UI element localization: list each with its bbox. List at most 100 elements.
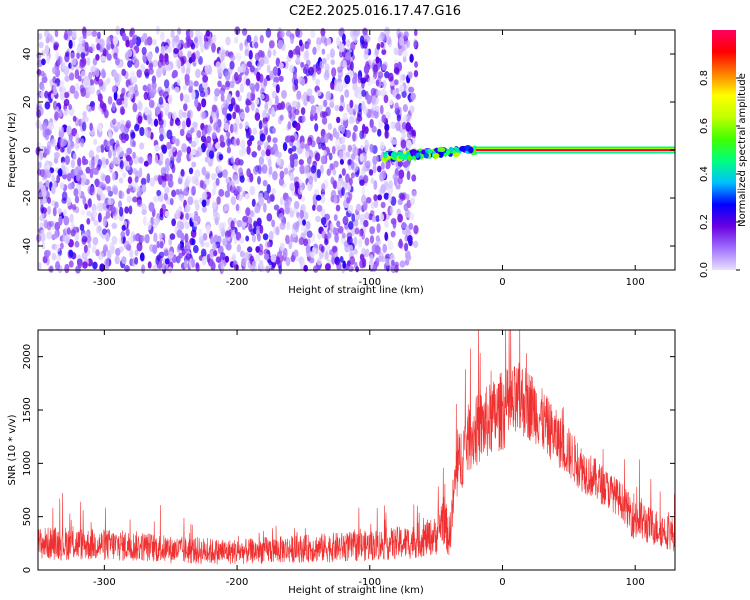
spectrogram-cell bbox=[111, 222, 118, 230]
spectrogram-frame bbox=[37, 29, 676, 271]
spectrogram-cell bbox=[214, 87, 221, 97]
spectrogram-cell bbox=[329, 48, 335, 59]
spectrogram-cell bbox=[403, 203, 409, 212]
spectrogram-cell bbox=[167, 251, 174, 259]
spectrogram-cell bbox=[79, 138, 85, 148]
spectrogram-cell bbox=[132, 196, 138, 203]
spectrogram-cell bbox=[351, 34, 358, 41]
spectrogram-cell bbox=[125, 120, 132, 129]
spectrogram-cell bbox=[294, 45, 301, 55]
spectrogram-cell bbox=[64, 263, 70, 274]
spectrogram-cell bbox=[90, 185, 95, 194]
spectrogram-cell bbox=[76, 51, 80, 60]
spectrogram-cell bbox=[366, 35, 371, 42]
spectrogram-cell bbox=[397, 48, 403, 56]
spectrogram-cell bbox=[128, 205, 133, 215]
spectrogram-cell bbox=[134, 84, 138, 93]
spectrogram-cell bbox=[62, 209, 67, 217]
spectrogram-cell bbox=[272, 49, 277, 57]
spectrogram-cell bbox=[369, 226, 376, 235]
spectrogram-cell bbox=[82, 261, 88, 269]
spectrogram-cell bbox=[300, 195, 306, 202]
spectrogram-cell bbox=[393, 79, 399, 86]
spectrogram-cell bbox=[337, 66, 343, 73]
spectrogram-cell bbox=[69, 72, 75, 81]
spectrogram-cell bbox=[107, 149, 112, 159]
spectrogram-cell bbox=[64, 235, 70, 245]
spectrogram-cell bbox=[397, 160, 404, 167]
spectrogram-cell bbox=[279, 170, 285, 179]
spectrogram-cell bbox=[103, 264, 110, 271]
spectrogram-cell bbox=[326, 37, 332, 46]
spectrogram-cell bbox=[158, 195, 164, 203]
spectrogram-cell bbox=[313, 172, 318, 183]
spectrogram-cell bbox=[259, 133, 266, 142]
spectrogram-cell bbox=[389, 99, 393, 106]
spectrogram-cell bbox=[261, 149, 266, 157]
spectrogram-cell bbox=[246, 61, 252, 68]
spectrogram-cell bbox=[45, 179, 50, 188]
spectrogram-cell bbox=[272, 127, 276, 134]
spectrogram-cell bbox=[402, 104, 408, 113]
snr-x-tick-label: 100 bbox=[626, 577, 645, 588]
spectrogram-cell bbox=[117, 73, 122, 83]
spectrogram-cell bbox=[377, 71, 384, 79]
spectrogram-cell bbox=[380, 41, 385, 48]
spectrogram-cell bbox=[201, 199, 207, 208]
spectrogram-cell bbox=[217, 245, 224, 255]
spectrogram-cell bbox=[70, 229, 76, 237]
spectrogram-cell bbox=[289, 210, 294, 217]
spectrogram-cell bbox=[448, 146, 454, 153]
spectrogram-cell bbox=[231, 231, 236, 240]
spectrogram-cell bbox=[338, 226, 344, 234]
spectrogram-cell bbox=[308, 66, 314, 76]
spectrogram-cell bbox=[277, 151, 282, 159]
spectrogram-cell bbox=[99, 100, 105, 109]
spectrogram-cell bbox=[314, 152, 321, 162]
spectrogram-cell bbox=[289, 153, 295, 163]
spectrogram-cell bbox=[310, 105, 316, 114]
spectrogram-cell bbox=[258, 156, 265, 166]
spectrogram-cell bbox=[220, 51, 225, 61]
spectrogram-cell bbox=[187, 196, 194, 206]
spectrogram-cell bbox=[105, 210, 111, 219]
spectrogram-cell bbox=[261, 121, 268, 129]
spectrogram-cell bbox=[333, 180, 337, 189]
spectrogram-cell bbox=[249, 65, 255, 73]
spectrogram-cell bbox=[82, 110, 87, 119]
spectrogram-cell bbox=[85, 166, 91, 174]
spectrogram-cell bbox=[391, 259, 395, 266]
spectrogram-cell bbox=[276, 157, 281, 166]
spectrogram-cell bbox=[265, 265, 270, 273]
spectrogram-cell bbox=[42, 197, 47, 204]
spectrogram-x-tick-label: -200 bbox=[226, 277, 249, 288]
spectrogram-cell bbox=[245, 235, 250, 242]
spectrogram-cell bbox=[102, 49, 109, 57]
spectrogram-cell bbox=[381, 171, 387, 180]
spectrogram-cell bbox=[338, 28, 344, 37]
spectrogram-cell bbox=[206, 135, 212, 144]
spectrogram-cell bbox=[119, 159, 124, 170]
spectrogram-cell bbox=[175, 119, 181, 127]
spectrogram-cell bbox=[342, 152, 347, 161]
spectrogram-cell bbox=[194, 150, 200, 158]
spectrogram-cell bbox=[176, 229, 183, 238]
spectrogram-cell bbox=[379, 104, 384, 115]
spectrogram-cell bbox=[257, 144, 262, 151]
spectrogram-cell bbox=[180, 244, 185, 251]
spectrogram-cell bbox=[229, 123, 234, 134]
spectrogram-cell bbox=[70, 159, 75, 169]
spectrogram-cell bbox=[98, 122, 103, 133]
spectrogram-cell bbox=[210, 261, 216, 271]
spectrogram-cell bbox=[405, 193, 410, 201]
spectrogram-cell bbox=[266, 213, 273, 222]
spectrogram-cell bbox=[278, 212, 284, 221]
spectrogram-cell bbox=[91, 245, 97, 254]
spectrogram-cell bbox=[92, 261, 98, 270]
spectrogram-cell bbox=[60, 146, 65, 153]
spectrogram-cell bbox=[141, 209, 147, 216]
spectrogram-cell bbox=[101, 156, 107, 165]
spectrogram-cell bbox=[258, 120, 263, 130]
spectrogram-cell bbox=[88, 150, 95, 159]
